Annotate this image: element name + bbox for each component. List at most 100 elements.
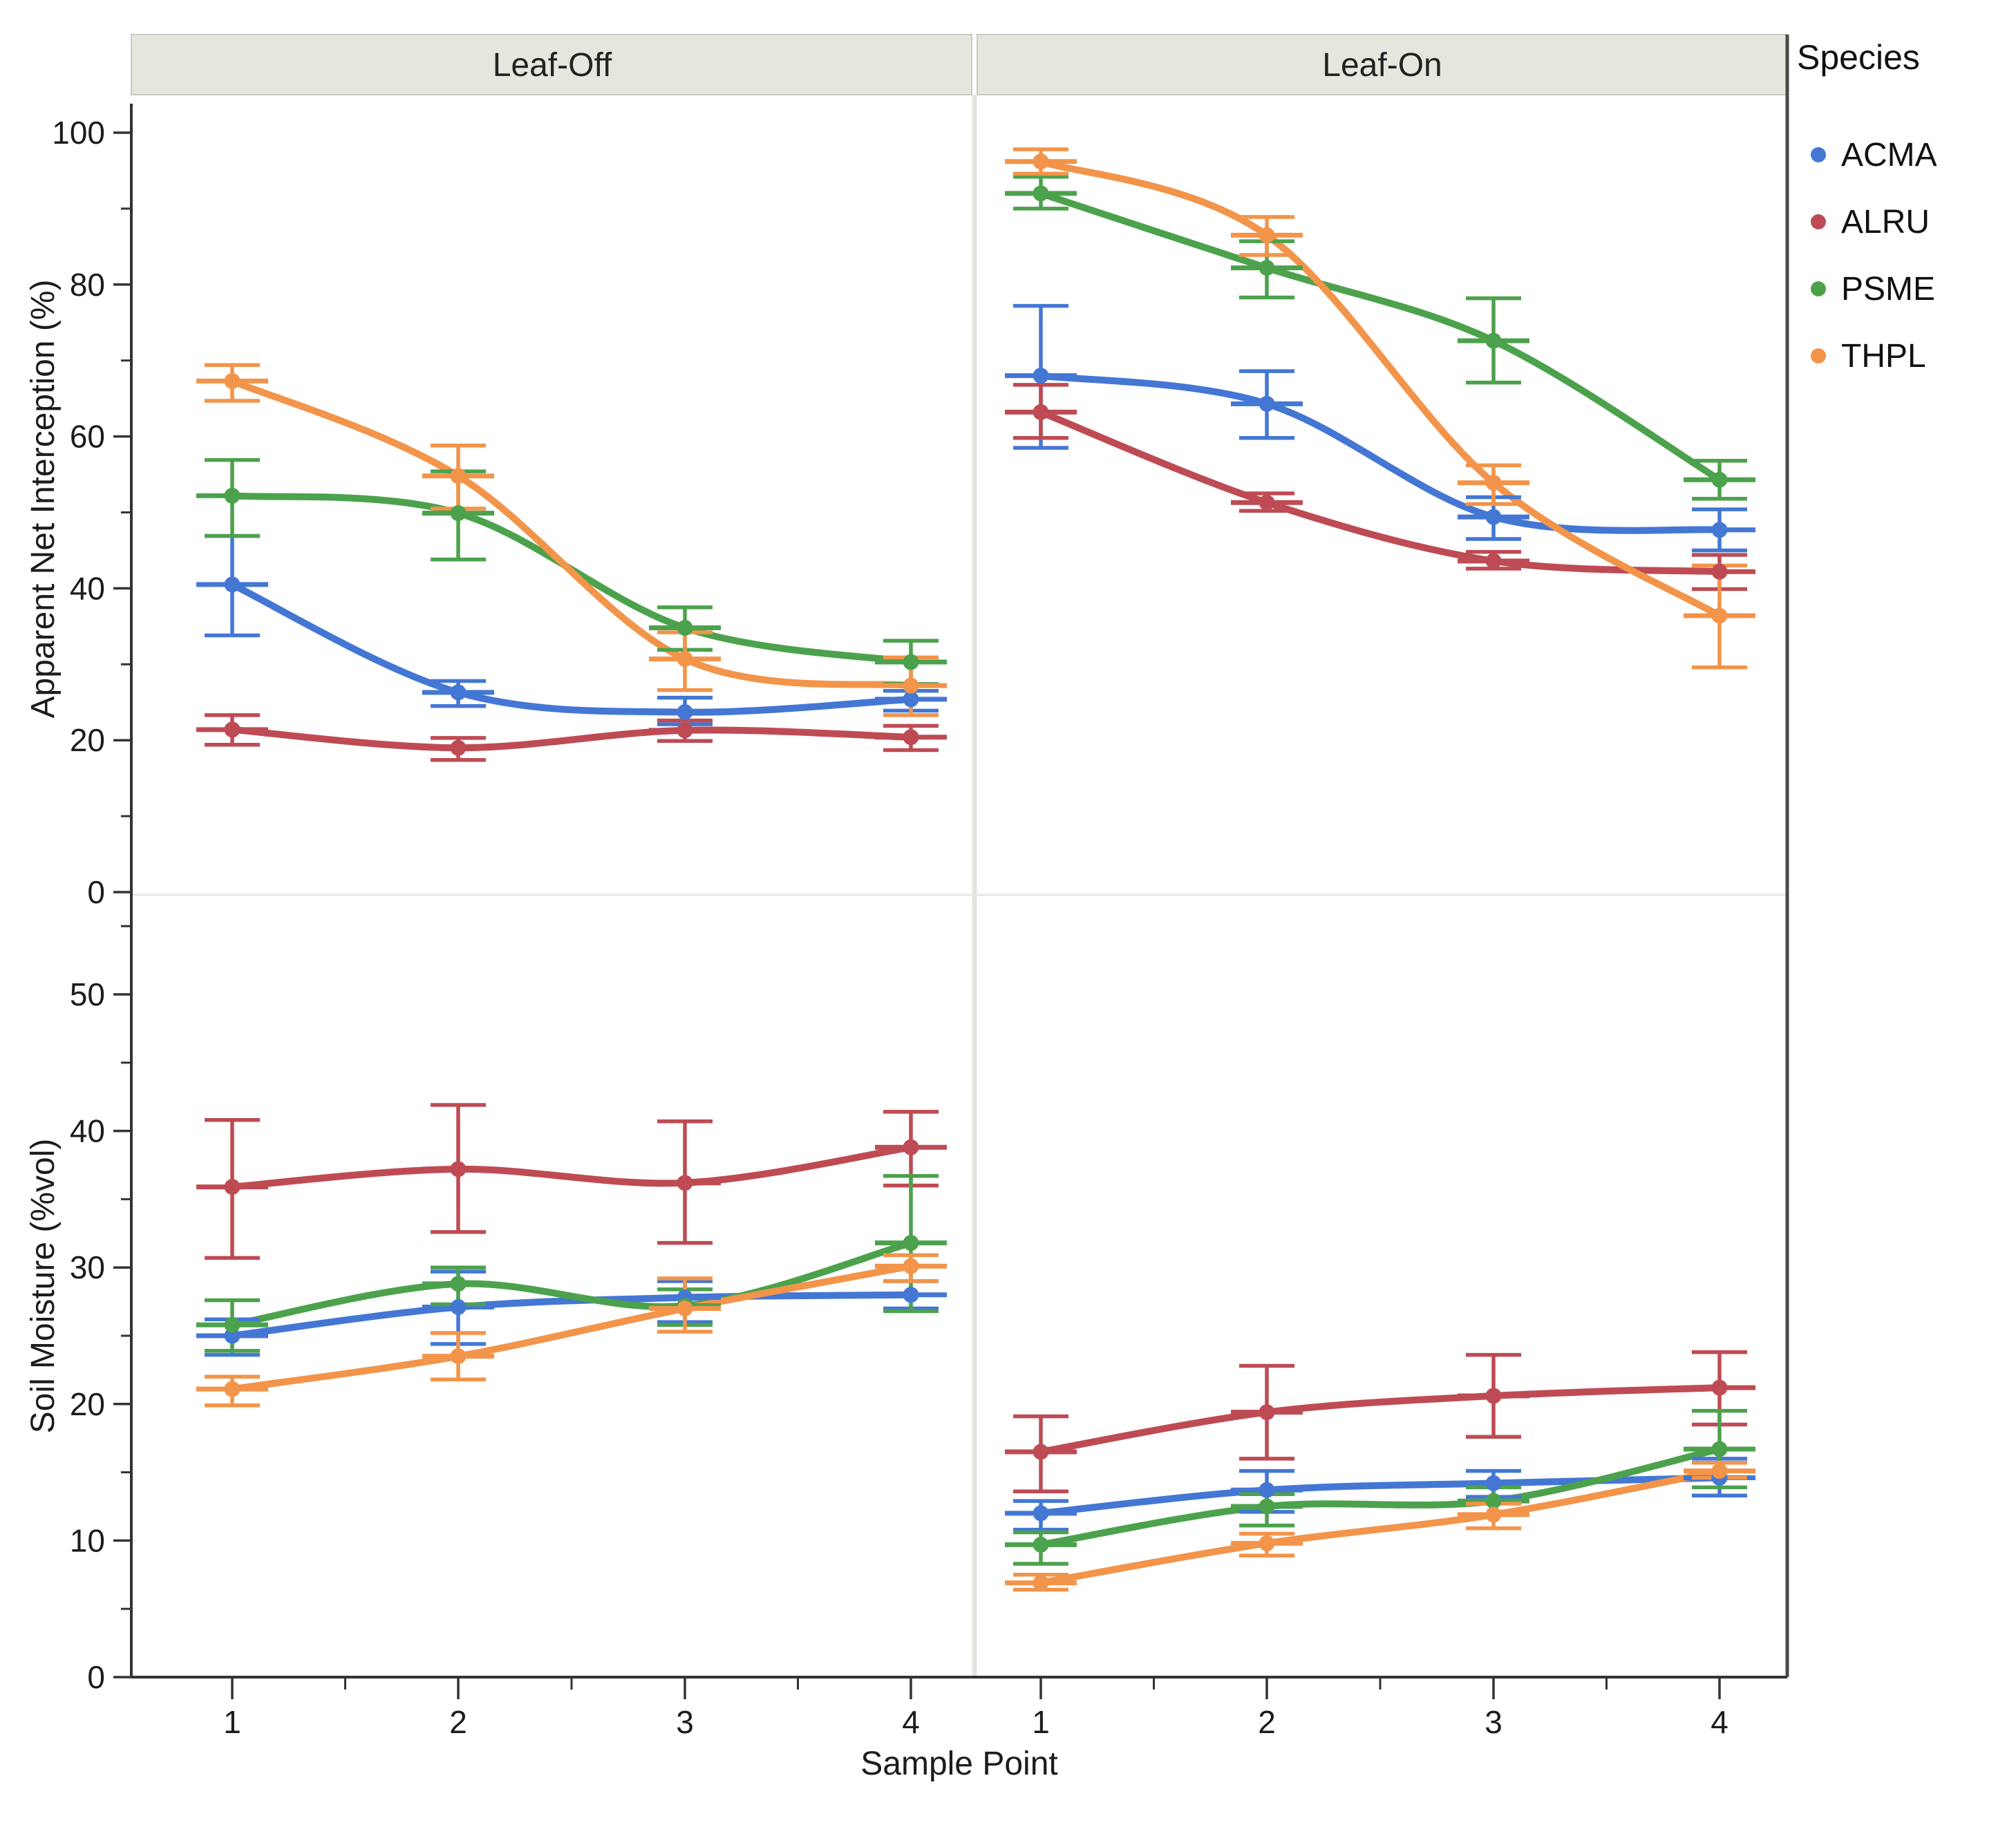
point-ACMA-3 (677, 704, 693, 721)
point-ACMA-2 (450, 1299, 467, 1316)
point-ACMA-1 (1033, 1505, 1049, 1522)
x-axis-title: Sample Point (860, 1746, 1058, 1782)
legend-item-acma: ACMA (1811, 137, 1937, 173)
legend-swatch-thpl-icon (1811, 348, 1826, 363)
y-tick-label: 0 (87, 1659, 105, 1695)
point-ACMA-4 (903, 691, 919, 708)
series-curve-ACMA (1037, 1474, 1723, 1517)
point-ALRU-2 (1259, 494, 1275, 511)
point-THPL-4 (1711, 1463, 1728, 1479)
point-ALRU-3 (1485, 1388, 1502, 1404)
series-curve-PSME (1037, 189, 1723, 484)
axis-ticks: 0 20 40 60 80 100 0 10 20 30 40 50 1 2 3 4 1 2 3 4 (52, 115, 1728, 1740)
legend-swatch-acma-icon (1811, 147, 1826, 162)
point-ALRU-3 (677, 722, 693, 739)
point-PSME-4 (1711, 471, 1728, 488)
legend-item-alru: ALRU (1811, 204, 1930, 240)
y-tick-label: 20 (70, 1386, 105, 1422)
point-THPL-1 (1033, 153, 1049, 170)
series-curve-ACMA (229, 580, 914, 716)
x-tick-label: 3 (676, 1704, 694, 1740)
point-THPL-1 (1033, 1575, 1049, 1591)
point-ACMA-2 (450, 684, 467, 701)
point-THPL-1 (224, 372, 241, 389)
x-tick-label: 4 (1711, 1704, 1728, 1740)
point-THPL-2 (1259, 1535, 1275, 1551)
point-PSME-3 (1485, 1493, 1502, 1509)
point-ACMA-4 (1711, 522, 1728, 538)
point-PSME-2 (450, 1276, 467, 1292)
y-axis-title-interception: Apparent Net Interception (%) (25, 280, 62, 719)
legend: Species ACMA ALRU PSME THPL (1797, 38, 1937, 375)
point-THPL-3 (677, 651, 693, 668)
series-curve-ACMA (1037, 372, 1723, 534)
point-PSME-4 (903, 1235, 919, 1251)
y-tick-label: 60 (70, 419, 105, 455)
legend-item-thpl: THPL (1811, 338, 1926, 375)
series-curve-ALRU (1037, 408, 1723, 576)
series-curve-PSME (1037, 1446, 1723, 1549)
point-PSME-1 (1033, 1536, 1049, 1553)
point-ACMA-1 (224, 576, 241, 593)
point-PSME-2 (1259, 1498, 1275, 1515)
legend-title: Species (1797, 38, 1920, 77)
legend-label-alru: ALRU (1841, 204, 1930, 240)
legend-label-acma: ACMA (1841, 137, 1937, 173)
legend-swatch-psme-icon (1811, 281, 1826, 296)
point-ACMA-3 (1485, 1475, 1502, 1491)
y-axis-title-soil-moisture: Soil Moisture (%vol) (25, 1139, 62, 1434)
point-ACMA-2 (1259, 395, 1275, 412)
facet-label-leaf-off: Leaf-Off (493, 47, 612, 84)
series-curve-ALRU (229, 1144, 914, 1191)
point-ACMA-2 (1259, 1482, 1275, 1498)
y-tick-label: 30 (70, 1249, 105, 1285)
y-tick-label: 10 (70, 1522, 105, 1558)
point-ACMA-3 (1485, 509, 1502, 525)
panel-soil-moisture-leaf-off (196, 1103, 947, 1408)
panel-interception-leaf-on (1005, 147, 1755, 670)
x-tick-label: 2 (1258, 1704, 1276, 1740)
point-PSME-4 (903, 654, 919, 670)
point-ALRU-1 (1033, 1444, 1049, 1460)
point-ALRU-2 (450, 1161, 467, 1178)
point-PSME-2 (450, 505, 467, 522)
x-tick-label: 2 (449, 1704, 467, 1740)
point-ALRU-4 (1711, 1379, 1728, 1396)
point-ALRU-3 (1485, 553, 1502, 569)
point-PSME-3 (677, 620, 693, 636)
point-PSME-4 (1711, 1441, 1728, 1457)
panel-interception-leaf-off (196, 363, 947, 762)
panel-soil-moisture-leaf-on (1005, 1350, 1755, 1592)
point-ACMA-1 (1033, 368, 1049, 384)
x-tick-label: 1 (1032, 1704, 1050, 1740)
point-PSME-3 (1485, 332, 1502, 349)
y-tick-label: 40 (70, 570, 105, 606)
y-tick-label: 100 (52, 115, 105, 151)
series-curve-THPL (229, 377, 914, 690)
y-tick-label: 80 (70, 267, 105, 303)
point-PSME-1 (224, 487, 241, 504)
legend-swatch-alru-icon (1811, 214, 1826, 229)
legend-label-thpl: THPL (1841, 338, 1926, 375)
x-tick-label: 4 (902, 1704, 920, 1740)
y-tick-label: 0 (87, 874, 105, 910)
point-THPL-2 (1259, 227, 1275, 243)
series-curve-ALRU (229, 726, 914, 752)
point-ALRU-2 (1259, 1404, 1275, 1421)
point-THPL-4 (1711, 607, 1728, 624)
y-tick-label: 40 (70, 1113, 105, 1149)
point-ALRU-2 (450, 739, 467, 756)
point-THPL-2 (450, 1348, 467, 1365)
point-THPL-3 (1485, 475, 1502, 491)
point-THPL-3 (677, 1300, 693, 1316)
series-curve-THPL (1037, 158, 1723, 619)
point-ACMA-4 (903, 1287, 919, 1303)
legend-item-psme: PSME (1811, 271, 1935, 308)
point-THPL-1 (224, 1381, 241, 1397)
series-curve-ALRU (1037, 1384, 1723, 1455)
series-curve-THPL (229, 1263, 914, 1393)
x-tick-label: 1 (223, 1704, 241, 1740)
facet-strip-leaf-on (977, 34, 1788, 95)
x-tick-label: 3 (1485, 1704, 1502, 1740)
